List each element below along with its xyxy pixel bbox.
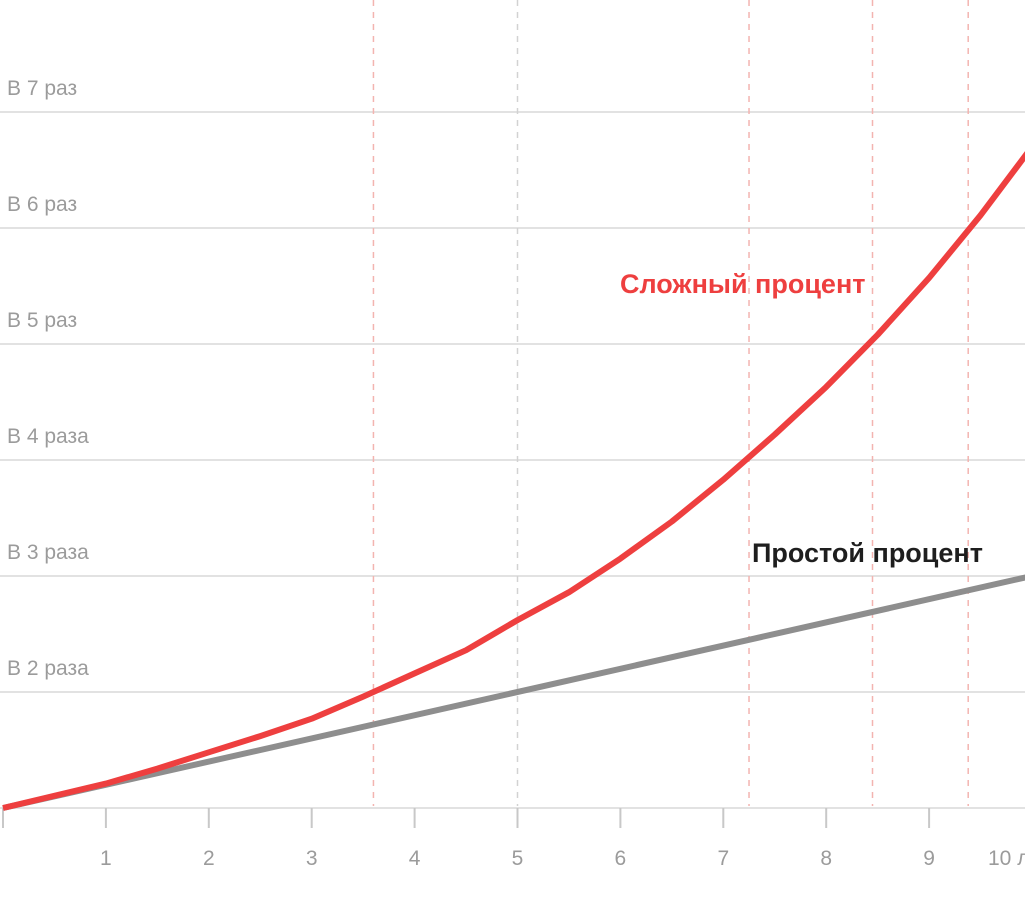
y-tick-label: В 6 раз	[7, 193, 77, 216]
x-tick-label: 9	[923, 847, 935, 870]
x-tick-label: 6	[615, 847, 627, 870]
x-tick-label: 5	[512, 847, 524, 870]
y-tick-label: В 2 раза	[7, 657, 89, 680]
y-tick-label: В 4 раза	[7, 425, 89, 448]
x-axis: 1 2 3 4 5 6 7 8 9 10 лет	[0, 807, 1025, 870]
compound-interest-label: Сложный процент	[620, 269, 865, 299]
simple-interest-line	[2, 574, 1025, 811]
y-tick-label: В 7 раз	[7, 77, 77, 100]
series-labels: Сложный процент Простой процент	[620, 269, 983, 568]
vertical-marker-layer	[372, 0, 969, 806]
x-tick-label: 3	[306, 847, 318, 870]
series-layer	[2, 151, 1025, 811]
y-tick-labels: В 2 раза В 3 раза В 4 раза В 5 раз В 6 раз В …	[7, 77, 89, 680]
y-tick-label: В 5 раз	[7, 309, 77, 332]
x-tick-label: 7	[717, 847, 729, 870]
x-tick-label: 10 лет	[988, 847, 1025, 870]
compound-interest-line	[2, 151, 1025, 811]
x-tick-label: 8	[820, 847, 832, 870]
x-tick-label: 1	[100, 847, 112, 870]
y-tick-label: В 3 раза	[7, 541, 89, 564]
x-tick-label: 4	[409, 847, 421, 870]
simple-interest-label: Простой процент	[752, 538, 983, 568]
grid-layer	[0, 111, 1025, 693]
x-tick-label: 2	[203, 847, 215, 870]
